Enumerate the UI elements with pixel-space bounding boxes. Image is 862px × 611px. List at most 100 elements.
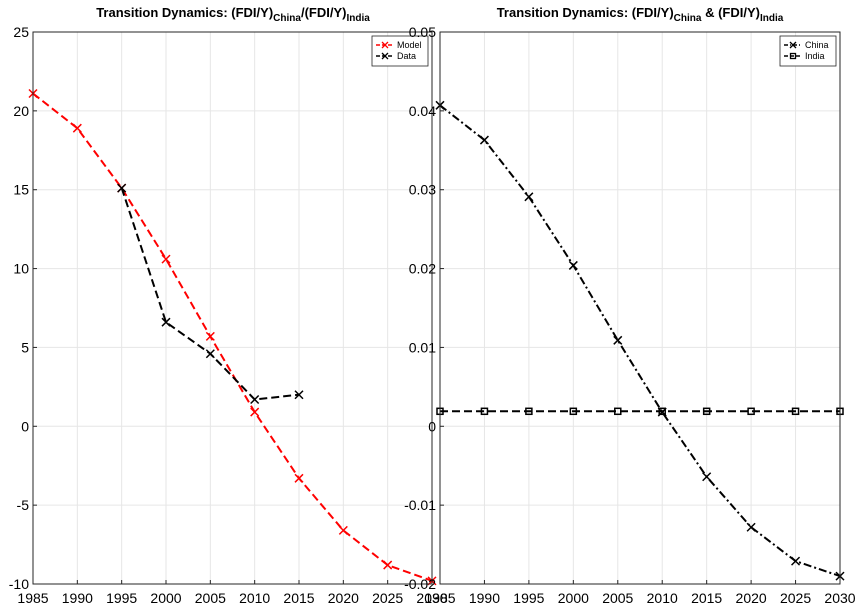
data-point (524, 192, 534, 202)
data-point (117, 183, 127, 193)
axes-frame (439, 31, 841, 585)
data-point (613, 335, 623, 345)
x-tick-label: 2010 (239, 590, 270, 606)
data-point (205, 349, 215, 359)
data-point (658, 407, 666, 416)
y-axis: -10 -5 0 5 10 15 20 25 (9, 24, 37, 592)
chart-left: Transition Dynamics: (FDI/Y)China/(FDI/Y… (9, 5, 448, 606)
x-tick-label: 2005 (602, 590, 633, 606)
axes-frame (32, 31, 433, 585)
data-point (480, 407, 489, 416)
data-point (383, 560, 393, 570)
grid (439, 31, 841, 585)
legend-item: Data (376, 51, 416, 61)
chart-title: Transition Dynamics: (FDI/Y)China & (FDI… (497, 5, 784, 24)
y-tick-label: -0.01 (404, 497, 436, 513)
series-line (439, 104, 841, 578)
y-tick-label: 10 (13, 261, 29, 277)
y-tick-label: 0.03 (409, 182, 436, 198)
data-point (250, 407, 260, 417)
y-tick-label: 0.05 (409, 24, 436, 40)
data-point (294, 390, 304, 400)
x-tick-label: 2000 (558, 590, 589, 606)
y-tick-label: 15 (13, 182, 29, 198)
grid (32, 31, 433, 585)
x-tick-label: 2025 (780, 590, 811, 606)
series-model (28, 88, 437, 586)
data-point (746, 522, 756, 532)
y-tick-label: 0.04 (409, 103, 436, 119)
x-tick-label: 2015 (691, 590, 722, 606)
series-layer (435, 100, 845, 581)
y-tick-label: 25 (13, 24, 29, 40)
y-tick-label: 5 (21, 339, 29, 355)
legend-marker (789, 41, 797, 49)
chart-right: Transition Dynamics: (FDI/Y)China & (FDI… (404, 5, 856, 606)
x-tick-label: 2020 (736, 590, 767, 606)
x-tick-label: 2025 (372, 590, 403, 606)
x-tick-label: 2030 (824, 590, 855, 606)
series-data (117, 183, 304, 405)
legend-marker (381, 52, 389, 60)
x-tick-label: 2030 (416, 590, 447, 606)
y-tick-label: 0 (21, 418, 29, 434)
series-india (436, 407, 844, 416)
data-point (568, 260, 578, 270)
x-tick-label: 1995 (106, 590, 137, 606)
legend-box (371, 35, 429, 67)
data-point (614, 407, 622, 416)
y-tick-label: 0 (428, 418, 436, 434)
data-point (250, 394, 260, 405)
legend-box (779, 35, 837, 67)
data-point (791, 407, 800, 416)
data-point (338, 525, 348, 535)
chart-title: Transition Dynamics: (FDI/Y)China/(FDI/Y… (96, 5, 370, 24)
legend-marker (381, 41, 389, 49)
data-point (205, 331, 215, 341)
x-tick-label: 2010 (647, 590, 678, 606)
data-point (569, 407, 578, 416)
legend-label: Data (397, 51, 416, 61)
series-china (435, 100, 845, 581)
x-axis: 1985 1990 1995 2000 2005 2010 2015 2020 2025 2030 (17, 580, 448, 606)
data-point (72, 123, 82, 133)
data-point (161, 254, 171, 264)
x-tick-label: 1985 (17, 590, 48, 606)
x-tick-label: 1985 (424, 590, 455, 606)
data-point (791, 556, 801, 566)
legend-label: China (805, 40, 829, 50)
series-layer (28, 88, 437, 586)
legend-item: China (784, 40, 829, 50)
x-axis: 1985 1990 1995 2000 2005 2010 2015 2020 2025 2030 (424, 580, 856, 606)
y-tick-label: 20 (13, 103, 29, 119)
y-axis: -0.02 -0.01 0 0.01 0.02 0.03 0.04 0.05 (404, 24, 444, 592)
y-tick-label: -5 (17, 497, 30, 513)
legend-item: Model (376, 40, 422, 50)
data-point (747, 407, 755, 416)
x-tick-label: 1990 (469, 590, 500, 606)
x-tick-label: 1990 (62, 590, 93, 606)
legend-marker (789, 52, 797, 60)
x-tick-label: 2005 (195, 590, 226, 606)
y-tick-label: -0.02 (404, 576, 436, 592)
x-tick-label: 2020 (328, 590, 359, 606)
data-point (702, 407, 711, 416)
legend-item: India (784, 51, 825, 61)
x-tick-label: 2000 (150, 590, 181, 606)
y-tick-label: 0.02 (409, 261, 436, 277)
legend-label: India (805, 51, 825, 61)
data-point (161, 317, 171, 327)
data-point (525, 407, 533, 416)
series-line (32, 92, 433, 582)
data-point (479, 135, 489, 145)
legend-label: Model (397, 40, 422, 50)
data-point (702, 472, 712, 482)
x-tick-label: 2015 (283, 590, 314, 606)
x-tick-label: 1995 (513, 590, 544, 606)
y-tick-label: 0.01 (409, 339, 436, 355)
y-tick-label: -10 (9, 576, 29, 592)
data-point (294, 473, 304, 483)
